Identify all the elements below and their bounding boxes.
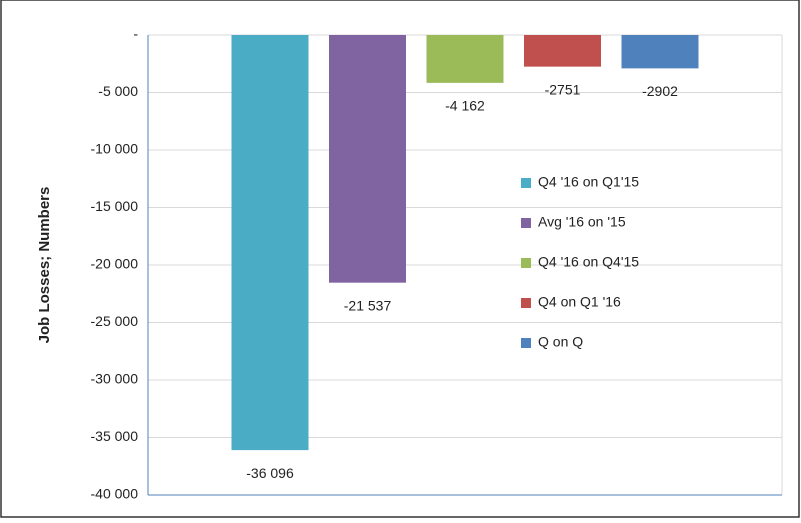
- y-tick-label: -10 000: [91, 141, 139, 157]
- y-tick-label: -25 000: [91, 313, 139, 329]
- y-tick-label: -30 000: [91, 371, 139, 387]
- legend-swatch: [521, 338, 531, 348]
- legend-label: Q4 '16 on Q4'15: [538, 254, 639, 270]
- y-axis-title: Job Losses; Numbers: [36, 187, 53, 344]
- data-label: -4 162: [445, 98, 485, 114]
- legend-swatch: [521, 218, 531, 228]
- data-label: -21 537: [344, 297, 392, 313]
- y-tick-label: -20 000: [91, 256, 139, 272]
- y-tick-label: -5 000: [98, 83, 138, 99]
- legend-swatch: [521, 298, 531, 308]
- bar: [426, 35, 504, 83]
- bar: [621, 35, 699, 69]
- data-label: -2751: [545, 81, 581, 97]
- legend-label: Q4 '16 on Q1'15: [538, 174, 639, 190]
- y-tick-label: -: [133, 26, 138, 42]
- data-label: -36 096: [246, 465, 294, 481]
- legend-label: Q4 on Q1 '16: [538, 294, 621, 310]
- bar: [231, 35, 309, 451]
- bar: [524, 35, 601, 67]
- legend-label: Avg '16 on '15: [538, 214, 626, 230]
- y-tick-label: -35 000: [91, 428, 139, 444]
- data-label: -2902: [642, 83, 678, 99]
- legend-swatch: [521, 178, 531, 188]
- legend-swatch: [521, 258, 531, 268]
- y-tick-label: -15 000: [91, 198, 139, 214]
- bar: [329, 35, 406, 283]
- legend-label: Q on Q: [538, 334, 583, 350]
- y-tick-label: -40 000: [91, 486, 139, 502]
